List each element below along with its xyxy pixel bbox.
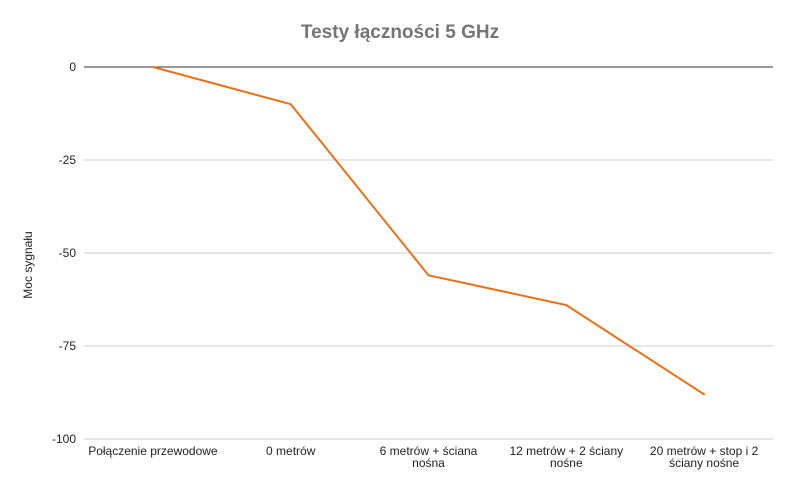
y-tick-labels: 0 -25 -50 -75 -100 <box>52 60 76 446</box>
y-tick-label: 0 <box>69 60 76 74</box>
x-tick-label: 12 metrów + 2 ściany nośne <box>509 444 623 470</box>
x-tick-label: 6 metrów + ściana nośna <box>380 444 478 470</box>
x-tick-label: 0 metrów <box>266 444 316 458</box>
x-tick-label: Połączenie przewodowe <box>88 444 218 458</box>
gridlines <box>84 66 773 440</box>
series-line <box>152 66 705 396</box>
x-tick-label-line: nośne <box>550 456 583 470</box>
data-point <box>565 304 568 307</box>
x-tick-label-line: Połączenie przewodowe <box>88 444 218 458</box>
x-tick-label-line: 12 metrów + 2 ściany <box>509 444 623 458</box>
series-layer <box>151 66 706 396</box>
x-tick-label-line: 0 metrów <box>266 444 316 458</box>
data-point <box>427 274 430 277</box>
y-axis-label: Moc sygnału <box>21 231 35 298</box>
data-point <box>703 393 706 396</box>
data-point <box>289 103 292 106</box>
x-tick-label: 20 metrów + stop i 2 ściany nośne <box>650 444 759 470</box>
data-point <box>151 66 154 68</box>
x-tick-label-line: 6 metrów + ściana <box>380 444 478 458</box>
x-tick-labels: Połączenie przewodowe 0 metrów 6 metrów + … <box>88 444 758 470</box>
y-tick-label: -50 <box>59 246 77 260</box>
y-tick-label: -25 <box>59 153 77 167</box>
y-tick-label: -100 <box>52 432 76 446</box>
chart-title: Testy łączności 5 GHz <box>301 22 499 43</box>
y-tick-label: -75 <box>59 339 77 353</box>
x-tick-label-line: 20 metrów + stop i 2 <box>650 444 759 458</box>
x-tick-label-line: ściany nośne <box>669 456 739 470</box>
x-tick-label-line: nośna <box>412 456 445 470</box>
